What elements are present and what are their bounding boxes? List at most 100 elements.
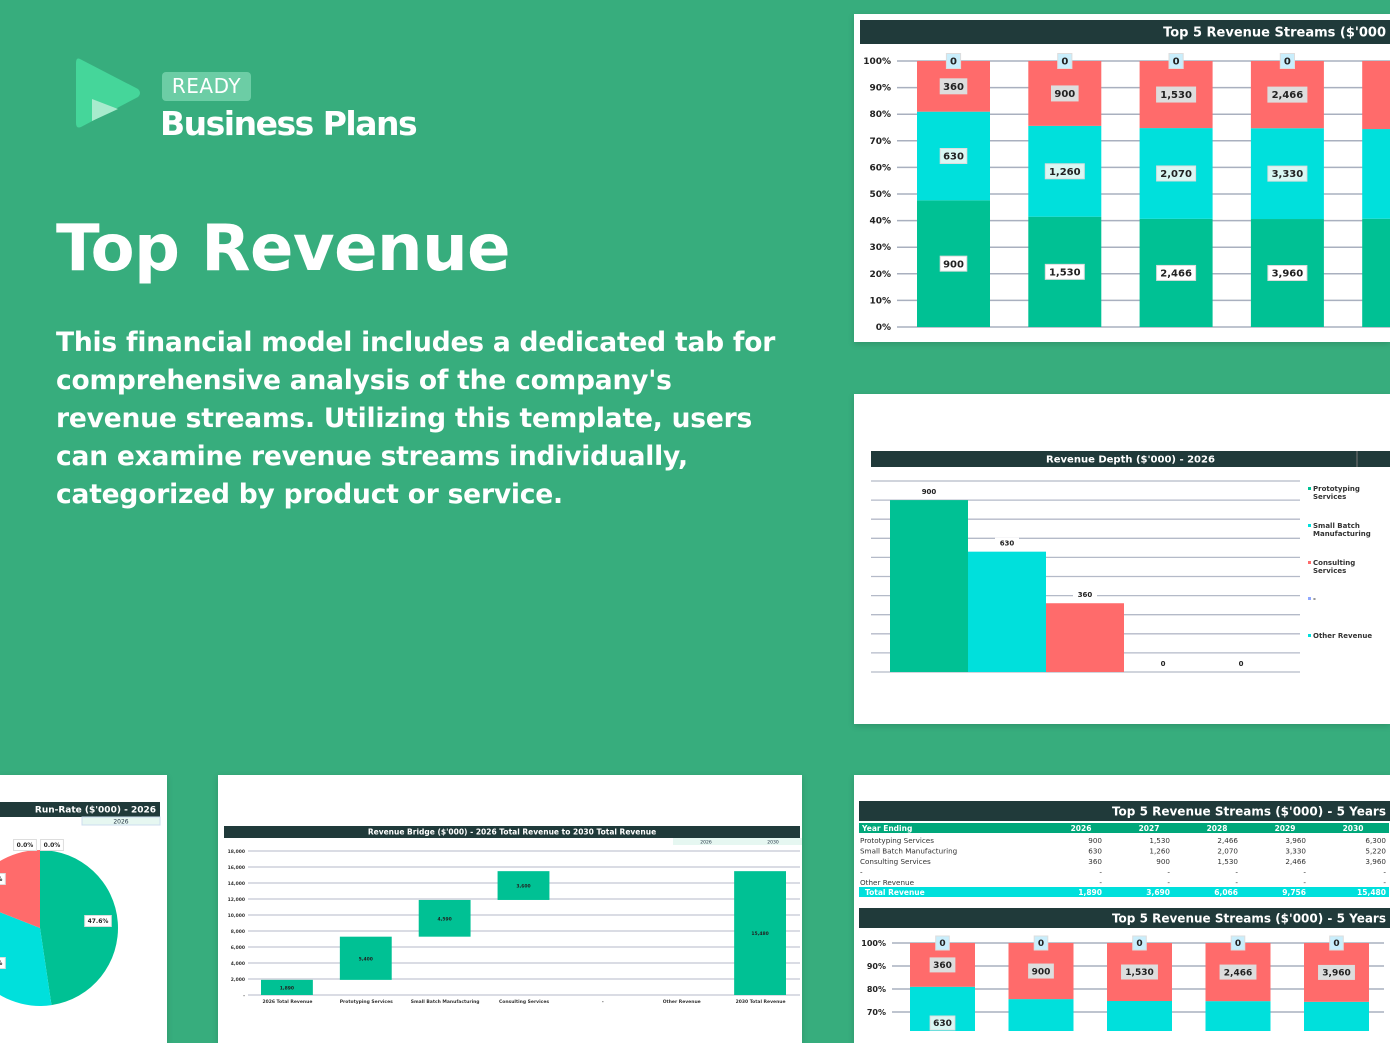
data-label: 630 [933, 1019, 952, 1029]
run-rate-pie-panel: Run-Rate ($'000) - 2026 2026 47.6% 33.3% 19.… [0, 775, 167, 1043]
slice-label-box [0, 957, 6, 969]
data-label: 360 [943, 82, 964, 93]
data-label: 1,530 [1125, 968, 1153, 978]
chart-title: Top 5 Revenue Streams ($'000) - 5 Years [1112, 911, 1386, 925]
data-label-box [939, 78, 968, 95]
header-cell [673, 838, 740, 845]
x-tick-label: Small Batch Manufacturing [411, 999, 480, 1005]
total-cell: 3,690 [1146, 888, 1170, 897]
chart-title: Revenue Bridge ($'000) - 2026 Total Reve… [368, 828, 656, 837]
data-label-box [1219, 964, 1257, 980]
legend-label: Prototyping Services [1313, 485, 1360, 501]
data-label-box [1033, 935, 1049, 951]
data-label: 0 [1235, 939, 1241, 949]
y-tick-label: 16,000 [228, 865, 245, 871]
total-cell: 6,066 [1214, 888, 1238, 897]
table-cell: Small Batch Manufacturing [860, 847, 957, 856]
slice-label-box [40, 839, 64, 851]
x-tick-label: - [602, 1000, 604, 1005]
bridge-bar [418, 899, 471, 937]
table-cell: 6,300 [1365, 836, 1386, 845]
table-cell: 630 [1088, 847, 1102, 856]
table-cell: - [1167, 868, 1170, 877]
data-label: 2,466 [1224, 968, 1252, 978]
header-cell-label: 2030 [767, 840, 779, 846]
chart-header [859, 801, 1390, 821]
page-description: This financial model includes a dedicate… [56, 327, 776, 510]
x-tick-label: Prototyping Services [340, 999, 393, 1005]
table-cell: Consulting Services [860, 857, 931, 866]
table-cell: 1,260 [1149, 847, 1170, 856]
data-label: 2,466 [1272, 90, 1304, 101]
y-tick-label: 8,000 [231, 929, 245, 935]
data-label: 3,960 [1272, 269, 1304, 280]
table-cell: 3,960 [1365, 857, 1386, 866]
y-tick-label: 50% [869, 190, 891, 200]
data-label-box [1329, 935, 1344, 951]
y-tick-label: 30% [869, 243, 891, 253]
data-label-box [1028, 963, 1054, 979]
x-tick-label: Consulting Services [499, 999, 549, 1005]
chart-title: Run-Rate ($'000) - 2026 [35, 806, 156, 816]
chart-header [0, 802, 160, 817]
data-label: 0 [939, 939, 945, 949]
x-tick-label: 2026 Total Revenue [262, 999, 312, 1005]
data-label: 900 [1054, 89, 1075, 100]
bar-segment [1362, 218, 1390, 327]
data-label: 4,590 [438, 916, 452, 922]
bar-segment [1362, 61, 1390, 130]
table-cell: - [1235, 868, 1238, 877]
data-label-bg [1073, 589, 1097, 600]
data-label-bg [1151, 658, 1175, 668]
slice-label: 0.0% [17, 842, 34, 849]
data-label: 5,400 [359, 956, 373, 962]
data-label-box [1156, 165, 1197, 182]
data-label: 0 [1333, 939, 1339, 949]
data-label: 900 [922, 488, 937, 496]
y-tick-label: 100% [861, 939, 886, 948]
bar-segment [1304, 1001, 1369, 1031]
column-header: 2027 [1139, 824, 1160, 833]
y-tick-label: 80% [867, 985, 886, 994]
legend-label: Other Revenue [1313, 632, 1372, 640]
legend-label: Consulting Services [1313, 559, 1355, 575]
y-tick-label: - [243, 994, 245, 999]
legend-swatch [1308, 524, 1311, 527]
x-tick-label: Other Revenue [663, 999, 701, 1005]
legend-swatch [1308, 487, 1311, 490]
data-label: 630 [1000, 540, 1015, 548]
play-triangle-icon [76, 58, 140, 128]
legend-swatch [1308, 634, 1311, 637]
data-label-box [1168, 53, 1184, 69]
data-label: 900 [943, 259, 964, 270]
table-cell: 900 [1156, 857, 1170, 866]
data-label: 0 [1038, 939, 1044, 949]
slice-label: 33.3% [0, 960, 2, 967]
bar [890, 500, 968, 672]
data-label: 630 [943, 152, 964, 163]
y-tick-label: 90% [869, 84, 891, 94]
y-tick-label: 2,000 [231, 977, 245, 983]
table-cell: - [860, 868, 863, 877]
data-label-box [1279, 53, 1295, 69]
table-cell: 2,070 [1217, 847, 1238, 856]
y-tick-label: 6,000 [231, 945, 245, 951]
table-cell: - [1099, 868, 1102, 877]
header-cell [740, 838, 802, 845]
data-label: 0 [1284, 57, 1291, 68]
column-header: 2029 [1275, 824, 1296, 833]
data-label-box [1051, 85, 1079, 102]
y-tick-label: 0% [876, 323, 891, 333]
chart-header [859, 908, 1390, 928]
data-label-bg [995, 537, 1019, 548]
data-label: 2,070 [1160, 169, 1192, 180]
column-header: 2030 [1343, 824, 1364, 833]
pie-slice [40, 850, 118, 1006]
data-label-box [929, 1015, 956, 1031]
data-label-box [935, 935, 950, 951]
brand-name: Business Plans [160, 104, 418, 143]
data-label-box [1044, 263, 1085, 280]
bar-segment [1205, 1001, 1271, 1031]
slice-label-box [0, 873, 6, 885]
column-header: 2026 [1071, 824, 1092, 833]
